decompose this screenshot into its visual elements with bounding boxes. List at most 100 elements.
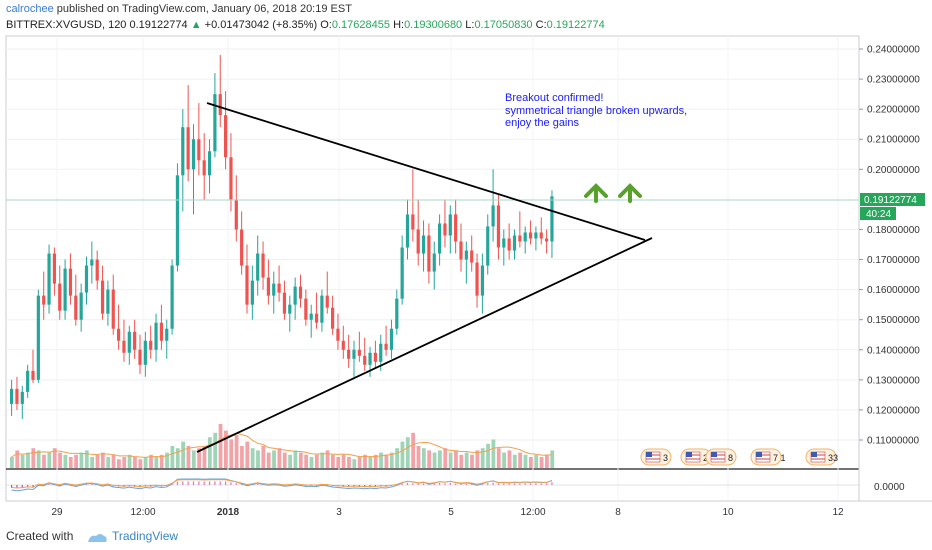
- footer: Created with TradingView: [0, 524, 932, 550]
- volume-bar: [10, 457, 14, 468]
- volume-bar: [84, 450, 89, 468]
- candle-body: [79, 292, 83, 320]
- volume-bar: [100, 452, 105, 468]
- candle-body: [363, 355, 367, 365]
- y-tick-label: 0.17000000: [867, 255, 920, 266]
- event-badge[interactable]: 33: [805, 448, 838, 466]
- y-tick-label: 0.23000000: [867, 75, 920, 86]
- candle-body: [282, 292, 287, 314]
- event-badge[interactable]: 2: [680, 448, 712, 466]
- candle-body: [277, 283, 281, 293]
- event-badge[interactable]: 8: [705, 448, 737, 466]
- volume-bar: [545, 454, 549, 468]
- candle-body: [411, 214, 415, 230]
- volume-bar: [74, 454, 78, 468]
- candle-body: [229, 157, 233, 200]
- candle-body: [534, 232, 538, 239]
- candle-body: [336, 328, 340, 341]
- candle-body: [15, 388, 19, 404]
- y-tick-label: 0.24000000: [867, 45, 920, 56]
- event-badge[interactable]: 3: [640, 448, 672, 466]
- candle-body: [528, 232, 533, 239]
- event-badges[interactable]: 3 2 8 7 1 33: [640, 448, 838, 466]
- volume-bar: [282, 452, 287, 468]
- volume-bar: [534, 454, 539, 468]
- candle-body: [368, 352, 372, 365]
- candle-body: [191, 139, 196, 170]
- volume-bar: [261, 446, 266, 468]
- candle-body: [175, 175, 180, 266]
- grid: [6, 36, 859, 501]
- volume-bar: [325, 450, 330, 468]
- lower-trendline[interactable]: [196, 237, 653, 453]
- volume-bar: [523, 454, 528, 468]
- up-arrow-icon: [584, 183, 608, 203]
- annotation-line-2[interactable]: symmetrical triangle broken upwards,: [505, 105, 687, 117]
- volume-bar: [240, 446, 244, 468]
- candle-body: [347, 349, 351, 359]
- annotation-line-3[interactable]: enjoy the gains: [505, 117, 579, 129]
- annotation-line-1[interactable]: Breakout confirmed!: [505, 92, 603, 104]
- event-count: 3: [663, 453, 668, 463]
- volume-bar: [448, 452, 453, 468]
- candle-body: [545, 238, 549, 242]
- high-label: H:: [393, 19, 405, 31]
- upper-trendline[interactable]: [206, 102, 646, 241]
- volume-bar: [502, 452, 506, 468]
- tradingview-brand[interactable]: TradingView: [112, 529, 179, 543]
- volume-bar: [336, 457, 341, 468]
- x-tick-label: 5: [448, 507, 454, 518]
- x-tick-label: 12:00: [130, 507, 155, 518]
- change-value: +0.01473042 (+8.35%): [204, 19, 318, 31]
- event-count: 2: [703, 453, 708, 463]
- volume-bar: [58, 452, 62, 468]
- candle-body: [266, 277, 270, 296]
- volume-bar: [229, 439, 234, 468]
- candle-body: [10, 388, 14, 404]
- change-arrow-icon: ▲: [190, 19, 202, 31]
- volume-bar: [507, 450, 512, 468]
- volume-bar: [218, 424, 223, 468]
- volume-bar: [117, 459, 121, 468]
- volume-bar: [320, 452, 325, 468]
- oscillator-line: [11, 478, 553, 492]
- author-name[interactable]: calrochee: [6, 3, 54, 15]
- candle-body: [550, 196, 554, 242]
- candle-body: [36, 295, 40, 380]
- y-tick-label: 0.12000000: [867, 405, 920, 416]
- candle-body: [512, 235, 517, 251]
- volume-bar: [165, 452, 169, 468]
- candle-body: [149, 340, 153, 350]
- candle-body: [138, 349, 142, 365]
- volume-bar: [298, 452, 303, 468]
- candle-body: [218, 94, 222, 116]
- y-tick-label: 0.16000000: [867, 285, 920, 296]
- candle-body: [379, 343, 383, 362]
- candle-body: [106, 289, 110, 314]
- candle-body: [389, 328, 394, 350]
- candle-body: [95, 259, 99, 281]
- candle-body: [502, 238, 506, 248]
- time-axis: 29 12:00 2018 3 5 12:00 8 10 12: [51, 507, 844, 518]
- volume-bar: [384, 454, 389, 468]
- candle-body: [224, 115, 228, 158]
- volume-bar: [293, 450, 298, 468]
- volume-bar: [149, 454, 153, 468]
- candle-body: [384, 343, 388, 350]
- price-chart[interactable]: 0.24000000 0.23000000 0.22000000 0.21000000…: [0, 0, 932, 524]
- volume-bar: [154, 457, 159, 468]
- event-count: 33: [828, 453, 838, 463]
- candle-body: [47, 253, 51, 305]
- volume-bar: [26, 452, 30, 468]
- volume-bar: [15, 450, 20, 468]
- event-badge[interactable]: 7 1: [750, 448, 786, 466]
- candle-body: [213, 94, 217, 152]
- candle-body: [464, 250, 468, 260]
- volume-bar: [363, 454, 367, 468]
- candle-body: [298, 286, 303, 299]
- volume-bar: [288, 454, 292, 468]
- volume-bar: [127, 454, 132, 468]
- volume-bar: [373, 454, 378, 468]
- open-label: O:: [320, 19, 332, 31]
- volume-bars: [10, 424, 555, 468]
